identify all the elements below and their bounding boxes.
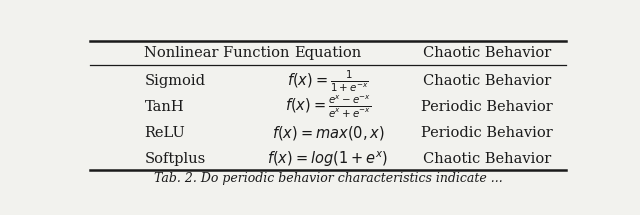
Text: $f(x)=\frac{1}{1+e^{-x}}$: $f(x)=\frac{1}{1+e^{-x}}$ bbox=[287, 68, 369, 94]
Text: $f(x)=\frac{e^{x}-e^{-x}}{e^{x}+e^{-x}}$: $f(x)=\frac{e^{x}-e^{-x}}{e^{x}+e^{-x}}$ bbox=[285, 94, 371, 120]
Text: Chaotic Behavior: Chaotic Behavior bbox=[422, 46, 551, 60]
Text: $f(x)=max(0,x)$: $f(x)=max(0,x)$ bbox=[272, 124, 384, 142]
Text: Tab. 2. Do periodic behavior characteristics indicate ...: Tab. 2. Do periodic behavior characteris… bbox=[154, 172, 502, 185]
Text: Chaotic Behavior: Chaotic Behavior bbox=[422, 74, 551, 88]
Text: Chaotic Behavior: Chaotic Behavior bbox=[422, 152, 551, 166]
Text: Periodic Behavior: Periodic Behavior bbox=[421, 126, 552, 140]
Text: TanH: TanH bbox=[145, 100, 184, 114]
Text: $f(x)=log(1+e^{x})$: $f(x)=log(1+e^{x})$ bbox=[268, 150, 388, 169]
Text: Nonlinear Function: Nonlinear Function bbox=[145, 46, 290, 60]
Text: Sigmoid: Sigmoid bbox=[145, 74, 205, 88]
Text: Equation: Equation bbox=[294, 46, 362, 60]
Text: Periodic Behavior: Periodic Behavior bbox=[421, 100, 552, 114]
Text: ReLU: ReLU bbox=[145, 126, 185, 140]
Text: Softplus: Softplus bbox=[145, 152, 205, 166]
